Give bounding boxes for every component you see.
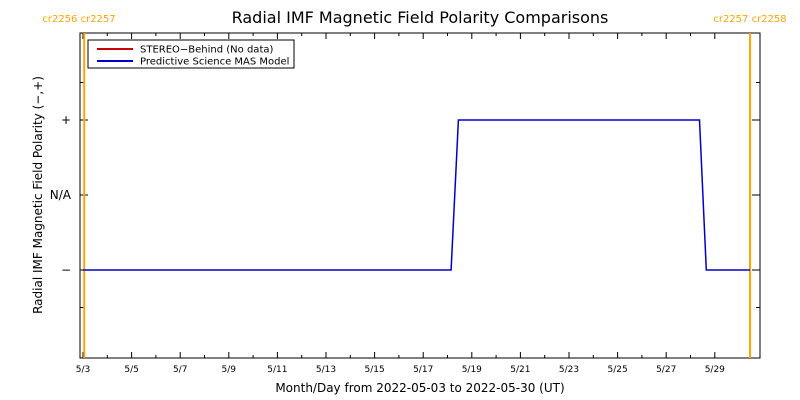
x-tick-label: 5/13 xyxy=(316,365,336,375)
series-line xyxy=(83,119,750,271)
x-tick-label: 5/17 xyxy=(413,365,433,375)
x-tick-label: 5/25 xyxy=(607,365,627,375)
x-tick-label: 5/9 xyxy=(222,365,237,375)
x-tick-label: 5/23 xyxy=(559,365,579,375)
legend-box xyxy=(87,39,295,69)
x-tick-label: 5/11 xyxy=(267,365,287,375)
y-tick-label: N/A xyxy=(50,188,72,202)
x-tick-label: 5/29 xyxy=(705,365,725,375)
y-axis-label: Radial IMF Magnetic Field Polarity (−,+) xyxy=(31,76,45,314)
y-tick-label: + xyxy=(61,113,71,127)
x-tick-label: 5/27 xyxy=(656,365,676,375)
x-axis-label: Month/Day from 2022-05-03 to 2022-05-30 … xyxy=(275,381,564,395)
tick-layer: 5/3 5/5 5/7 5/9 5/11 5/13 5/15 5/17 5/19 5/21 5/23… xyxy=(50,33,760,375)
x-tick-label: 5/5 xyxy=(124,365,138,375)
series-layer xyxy=(83,119,750,271)
x-tick-label: 5/3 xyxy=(76,365,90,375)
x-tick-label: 5/19 xyxy=(462,365,482,375)
chart-title: Radial IMF Magnetic Field Polarity Compa… xyxy=(232,8,609,27)
carrington-marker-layer: cr2256 cr2257 cr2257 cr2258 xyxy=(42,14,787,358)
legend-entry: Predictive Science MAS Model xyxy=(140,57,289,68)
legend-entry: STEREO−Behind (No data) xyxy=(140,45,273,56)
x-tick-label: 5/15 xyxy=(364,365,384,375)
carrington-marker-label: cr2257 cr2258 xyxy=(713,14,786,25)
x-tick-label: 5/21 xyxy=(510,365,530,375)
carrington-marker-label: cr2256 cr2257 xyxy=(42,14,115,25)
x-tick-label: 5/7 xyxy=(173,365,187,375)
plot-frame xyxy=(79,32,761,359)
y-tick-label: − xyxy=(61,263,71,277)
legend: STEREO−Behind (No data)Predictive Scienc… xyxy=(87,39,295,69)
